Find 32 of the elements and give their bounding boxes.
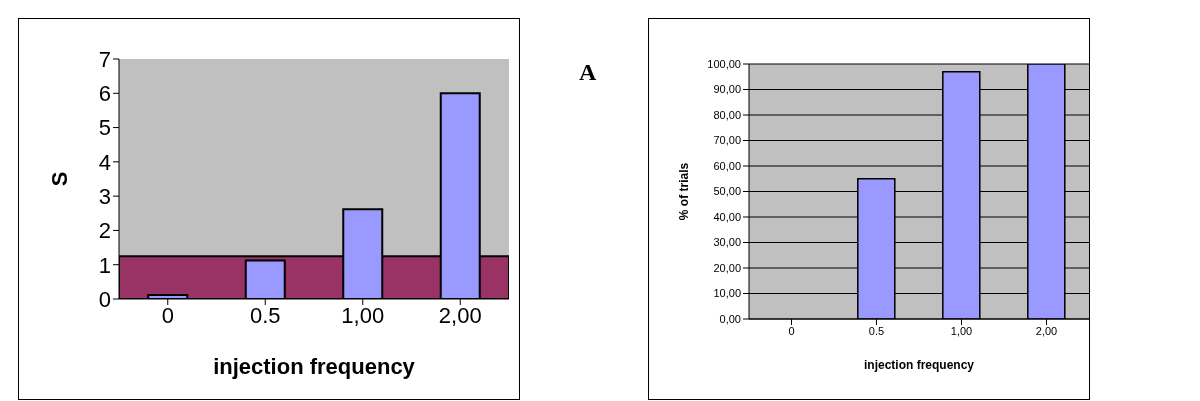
y-tick-label: 1 [98,252,111,278]
y-tick-label: 70,00 [713,134,741,147]
y-tick-label: 2 [98,218,111,244]
x-tick-label: 0.5 [868,324,885,337]
x-tick-label: 1,00 [950,324,973,337]
y-tick-label: 60,00 [713,159,741,172]
x-axis-title: injection frequency [213,354,416,379]
y-tick-label: 5 [98,115,111,141]
y-tick-label: 10,00 [713,287,741,300]
y-axis-title: % of trials [677,162,692,221]
y-tick-label: 90,00 [713,83,741,96]
y-tick-label: 50,00 [713,185,741,198]
x-tick-label: 1,00 [341,302,385,328]
y-tick-label: 0,00 [719,312,741,325]
x-tick-label: 2,00 [438,302,482,328]
y-tick-label: 20,00 [713,261,741,274]
y-tick-label: 40,00 [713,210,741,223]
x-tick-label: 0 [161,302,174,328]
x-tick-label: 2,00 [1035,324,1058,337]
x-axis-title: injection frequency [863,358,975,372]
y-tick-label: 0 [98,286,111,312]
y-tick-label: 6 [98,81,111,107]
x-tick-label: 0.5 [249,302,281,328]
y-tick-label: 100,00 [707,57,741,70]
y-axis-title: S [46,171,72,187]
y-tick-label: 7 [98,46,111,72]
y-tick-label: 80,00 [713,108,741,121]
text: A [579,59,597,86]
x-tick-label: 0 [788,324,795,337]
y-tick-label: 3 [98,183,111,209]
y-tick-label: 30,00 [713,236,741,249]
y-tick-label: 4 [98,149,111,175]
